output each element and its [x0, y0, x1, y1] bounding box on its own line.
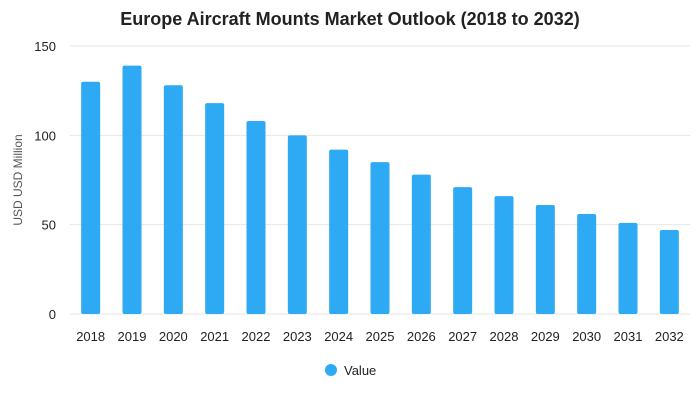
x-tick-label: 2020 [159, 329, 188, 344]
bar[interactable] [577, 213, 597, 314]
x-tick-label: 2022 [242, 329, 271, 344]
x-tick-label: 2025 [366, 329, 395, 344]
bar[interactable] [370, 162, 390, 314]
x-tick-label: 2019 [118, 329, 147, 344]
legend-swatch [325, 364, 337, 376]
bar[interactable] [163, 85, 183, 314]
x-tick-label: 2032 [655, 329, 684, 344]
x-tick-label: 2026 [407, 329, 436, 344]
y-tick-label: 100 [34, 128, 56, 143]
chart-title: Europe Aircraft Mounts Market Outlook (2… [120, 9, 579, 29]
x-tick-label: 2021 [200, 329, 229, 344]
y-tick-label: 0 [49, 307, 56, 322]
x-tick-label: 2031 [614, 329, 643, 344]
x-tick-label: 2030 [572, 329, 601, 344]
y-tick-label: 50 [42, 218, 56, 233]
y-axis-label: USD USD Million [11, 134, 25, 225]
bar[interactable] [453, 187, 473, 314]
bar[interactable] [535, 205, 555, 314]
bar[interactable] [246, 121, 266, 314]
bar[interactable] [81, 81, 101, 314]
bar[interactable] [287, 135, 307, 314]
x-tick-label: 2018 [76, 329, 105, 344]
bar[interactable] [618, 222, 638, 314]
legend-label: Value [344, 363, 376, 378]
bar[interactable] [411, 174, 431, 314]
bar[interactable] [494, 196, 514, 314]
x-tick-label: 2029 [531, 329, 560, 344]
x-tick-label: 2024 [324, 329, 353, 344]
y-axis-ticks: 0 50 100 150 [34, 39, 56, 322]
bars [81, 65, 679, 314]
bar[interactable] [329, 149, 349, 314]
legend[interactable]: Value [325, 363, 376, 378]
x-axis-ticks: 2018 2019 2020 2021 2022 2023 2024 2025 2026 2027… [76, 329, 684, 344]
x-tick-label: 2028 [490, 329, 519, 344]
y-tick-label: 150 [34, 39, 56, 54]
x-tick-label: 2027 [448, 329, 477, 344]
bar[interactable] [122, 65, 142, 314]
bar[interactable] [659, 230, 679, 314]
bar[interactable] [205, 103, 225, 314]
x-tick-label: 2023 [283, 329, 312, 344]
